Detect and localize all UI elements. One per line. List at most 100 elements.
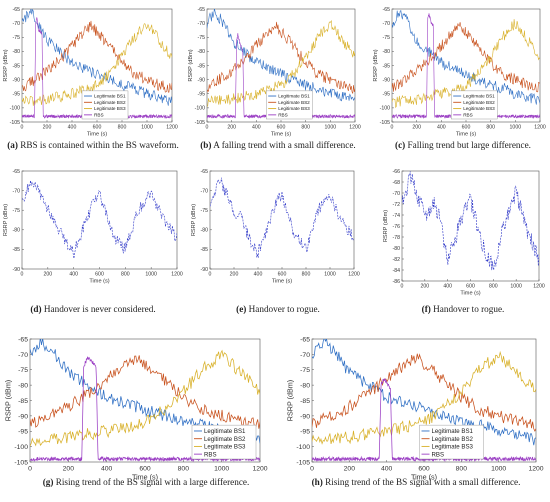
x-tick-label: 1000	[145, 272, 157, 278]
legend-entry: Legitimate BS1	[94, 94, 126, 99]
chart-panel-d: 0 200 400 600 800 1000 1200 -65 -70 -75 -80 -85 -90 T…	[3, 169, 183, 285]
x-tick-label: 0	[401, 284, 404, 290]
caption-tag: (e)	[236, 304, 247, 314]
series-line	[312, 378, 536, 462]
x-tick-label: 1200	[252, 465, 267, 472]
x-tick-label: 1000	[141, 125, 153, 131]
x-tick-label: 800	[178, 465, 190, 472]
y-tick-label: -100	[14, 444, 28, 451]
legend-entry: RBS	[432, 451, 445, 458]
series-line	[392, 9, 540, 105]
x-tick-label: 1200	[534, 125, 546, 131]
y-tick-label: -72	[393, 202, 401, 208]
caption-c: (c) Falling trend but large difference.	[323, 140, 550, 150]
series-line	[207, 21, 355, 95]
caption-text: Rising trend of the BS signal with a sma…	[322, 477, 521, 487]
x-tick-label: 800	[302, 272, 311, 278]
legend-entry: Legitimate BS1	[204, 428, 246, 435]
y-tick-label: -66	[393, 169, 401, 175]
y-tick-label: -105	[195, 120, 205, 126]
x-tick-label: 1200	[348, 272, 360, 278]
y-tick-label: -80	[13, 228, 21, 234]
y-axis-label: RSRP (dBm)	[3, 204, 9, 236]
legend-entry: Legitimate BS2	[432, 436, 474, 443]
legend-box	[81, 90, 129, 120]
chart-panel-f: 0 200 400 600 800 1000 1200 -66 -68 -70 -72 -74 -76 -…	[383, 169, 545, 297]
y-tick-label: -90	[300, 413, 310, 420]
x-tick-label: 400	[254, 272, 263, 278]
x-tick-label: 200	[230, 272, 239, 278]
x-tick-label: 200	[44, 272, 53, 278]
x-tick-label: 600	[139, 465, 151, 472]
legend-box	[419, 424, 484, 460]
legend-entry: Legitimate BS2	[94, 100, 126, 105]
y-tick-label: -65	[300, 336, 310, 343]
y-axis-label: RSRP (dBm)	[188, 49, 194, 81]
series-line	[30, 355, 260, 430]
y-tick-label: -75	[18, 367, 28, 374]
caption-b: (b) A falling trend with a small differe…	[138, 140, 418, 150]
x-tick-label: 1200	[349, 125, 361, 131]
caption-f: (f) Handover to rogue.	[323, 304, 550, 314]
y-tick-label: -70	[18, 352, 28, 359]
x-tick-label: 400	[437, 125, 446, 131]
legend-box	[191, 424, 257, 460]
y-tick-label: -68	[393, 180, 401, 186]
x-tick-label: 0	[21, 272, 24, 278]
legend-entry: Legitimate BS3	[204, 444, 246, 451]
y-tick-label: -75	[300, 367, 310, 374]
y-tick-label: -70	[300, 352, 310, 359]
chart-panel-b: 0 200 400 600 800 1000 1200 -65 -70 -75 -80 -85 -90 -…	[188, 7, 361, 138]
y-tick-label: -100	[296, 444, 310, 451]
legend-entry: Legitimate BS1	[278, 94, 310, 99]
caption-tag: (g)	[42, 477, 54, 487]
series-line	[392, 22, 540, 93]
y-tick-label: -105	[380, 120, 390, 126]
x-tick-label: 200	[421, 284, 430, 290]
x-axis-label: Time (s)	[460, 290, 480, 296]
x-tick-label: 600	[93, 125, 102, 131]
y-tick-label: -85	[13, 247, 21, 253]
x-tick-label: 800	[118, 125, 127, 131]
x-tick-label: 200	[227, 125, 236, 131]
y-tick-label: -90	[383, 77, 391, 83]
caption-tag: (h)	[311, 477, 323, 487]
legend-entry: RBS	[278, 112, 288, 117]
x-tick-label: 0	[206, 125, 209, 131]
y-tick-label: -65	[13, 169, 21, 175]
series-line	[312, 350, 536, 445]
x-tick-label: 200	[412, 125, 421, 131]
legend-entry: RBS	[94, 112, 104, 117]
x-tick-label: 200	[63, 465, 75, 472]
caption-tag: (b)	[200, 140, 212, 150]
caption-text: Rising trend of the BS signal with a lar…	[53, 477, 250, 487]
y-tick-label: -100	[195, 106, 205, 112]
y-tick-label: -65	[13, 7, 21, 13]
series-line	[207, 19, 355, 107]
y-tick-label: -85	[300, 398, 310, 405]
y-tick-label: -90	[13, 77, 21, 83]
y-tick-label: -90	[13, 267, 21, 273]
caption-e: (e) Handover to rogue.	[138, 304, 418, 314]
x-tick-label: 0	[209, 272, 212, 278]
series-line	[30, 349, 260, 447]
caption-g: (g) Rising trend of the BS signal with a…	[6, 477, 286, 487]
x-tick-label: 400	[252, 125, 261, 131]
series-line	[402, 171, 539, 271]
y-axis-label: RSRP (dBm)	[191, 204, 197, 236]
y-tick-label: -95	[198, 92, 206, 98]
y-tick-label: -65	[18, 336, 28, 343]
y-tick-label: -84	[393, 268, 401, 274]
chart-panel-c: 0 200 400 600 800 1000 1200 -65 -70 -75 -80 -85 -90 -…	[373, 7, 546, 138]
x-tick-label: 600	[278, 272, 287, 278]
y-tick-label: -86	[393, 279, 401, 285]
x-tick-label: 1000	[491, 465, 506, 472]
legend-entry: Legitimate BS3	[463, 106, 495, 111]
y-tick-label: -90	[201, 267, 209, 273]
y-tick-label: -70	[393, 191, 401, 197]
legend-entry: Legitimate BS1	[432, 428, 474, 435]
legend-entry: Legitimate BS2	[463, 100, 495, 105]
y-tick-label: -70	[383, 21, 391, 27]
x-tick-label: 1200	[171, 272, 183, 278]
